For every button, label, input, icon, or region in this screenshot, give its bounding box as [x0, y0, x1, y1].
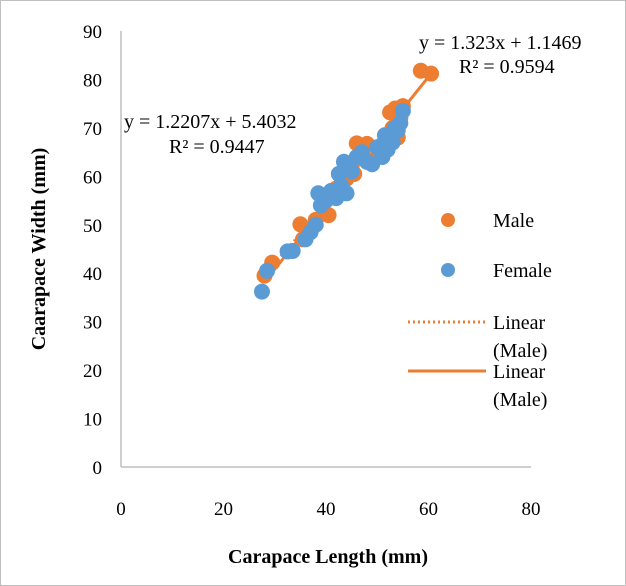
- male-solid-equation: y = 1.323x + 1.1469: [419, 32, 582, 54]
- female-point: [307, 216, 324, 233]
- x-tick-label: 20: [214, 499, 233, 520]
- y-tick-label: 20: [83, 361, 102, 382]
- female-point: [338, 185, 355, 202]
- y-tick-labels: 0 10 20 30 40 50 60 70 80 90: [83, 22, 102, 479]
- female-point: [330, 165, 347, 182]
- legend-linear-dotted-label-2: (Male): [493, 340, 547, 362]
- male-solid-r2: R² = 0.9594: [459, 56, 555, 78]
- legend-female-marker: [441, 263, 455, 277]
- y-tick-label: 70: [83, 119, 102, 140]
- legend-linear-dotted-label-1: Linear: [493, 312, 546, 334]
- y-tick-label: 60: [83, 167, 102, 188]
- female-point: [343, 163, 360, 180]
- x-tick-label: 0: [116, 499, 126, 520]
- female-point: [394, 102, 411, 119]
- x-tick-label: 40: [317, 499, 336, 520]
- male-dotted-equation: y = 1.2207x + 5.4032: [124, 111, 297, 133]
- male-point: [423, 65, 440, 82]
- male-dotted-r2: R² = 0.9447: [169, 136, 265, 158]
- y-tick-label: 90: [83, 22, 102, 43]
- x-tick-label: 80: [522, 499, 541, 520]
- female-series: [253, 102, 411, 300]
- female-point: [259, 262, 276, 279]
- y-tick-label: 50: [83, 216, 102, 237]
- legend-linear-solid-label-2: (Male): [493, 389, 547, 411]
- female-point: [392, 115, 409, 132]
- y-tick-label: 0: [93, 458, 103, 479]
- x-tick-labels: 0 20 40 60 80: [116, 499, 540, 520]
- y-tick-label: 40: [83, 264, 102, 285]
- y-tick-label: 30: [83, 313, 102, 334]
- legend-male-label: Male: [493, 210, 534, 232]
- legend-male-marker: [441, 213, 455, 227]
- x-tick-label: 60: [419, 499, 438, 520]
- y-axis-title: Caarapace Width (mm): [28, 148, 50, 351]
- female-point: [253, 283, 270, 300]
- legend: Male Female Linear (Male) Linear (Male): [408, 210, 552, 411]
- female-point: [284, 242, 301, 259]
- y-tick-label: 10: [83, 410, 102, 431]
- female-point: [384, 134, 401, 151]
- x-axis-title: Carapace Length (mm): [228, 546, 428, 568]
- legend-female-label: Female: [493, 260, 552, 282]
- legend-linear-solid-label-1: Linear: [493, 361, 546, 383]
- y-tick-label: 80: [83, 70, 102, 91]
